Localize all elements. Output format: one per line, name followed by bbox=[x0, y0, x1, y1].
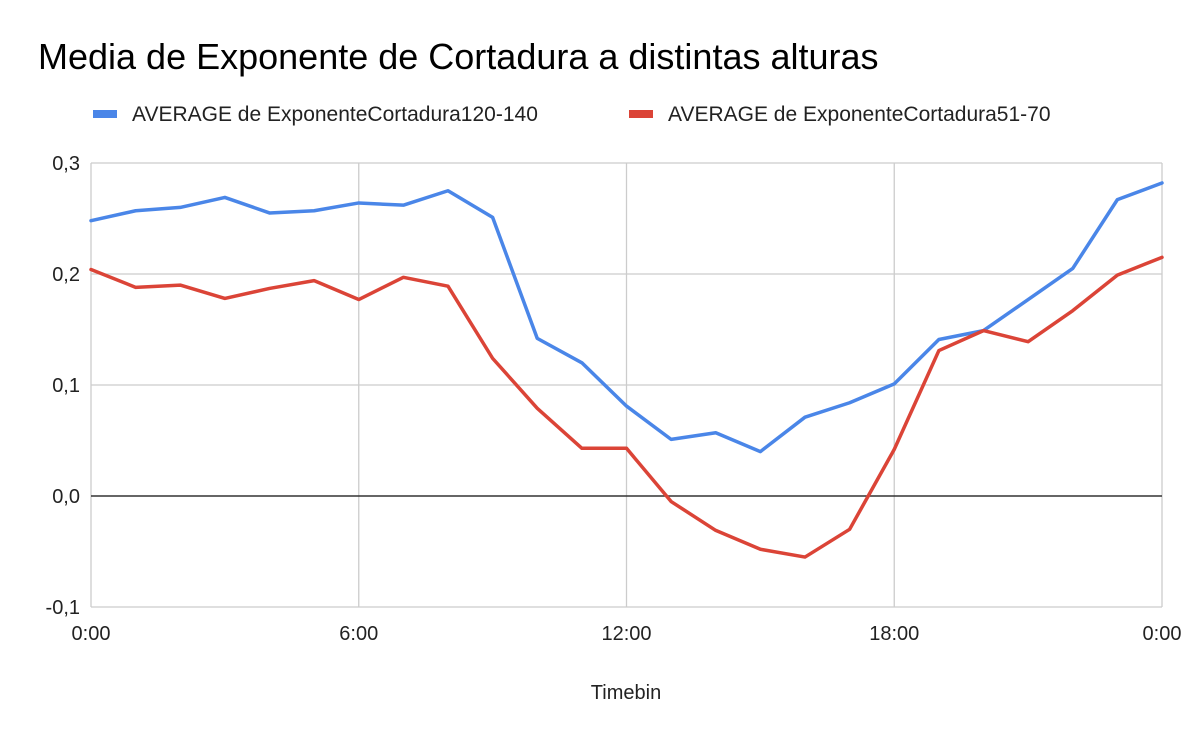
legend-item-0[interactable]: AVERAGE de ExponenteCortadura120-140 bbox=[93, 103, 538, 126]
data-point-s1-10 bbox=[534, 405, 540, 411]
x-tick-label-0: 0:00 bbox=[72, 623, 111, 645]
data-point-s0-1 bbox=[133, 208, 139, 214]
data-point-s1-15 bbox=[757, 546, 763, 552]
y-axis-tick-labels: -0,1 0,0 0,1 0,2 0,3 bbox=[46, 153, 80, 619]
legend-label-1: AVERAGE de ExponenteCortadura51-70 bbox=[668, 103, 1051, 126]
data-point-s0-2 bbox=[177, 204, 183, 210]
data-point-s0-24 bbox=[1159, 180, 1165, 186]
data-point-s1-23 bbox=[1114, 272, 1120, 278]
data-point-s1-9 bbox=[490, 355, 496, 361]
data-point-s1-24 bbox=[1159, 254, 1165, 260]
data-point-s0-16 bbox=[802, 414, 808, 420]
series-1 bbox=[88, 254, 1165, 560]
data-point-s1-14 bbox=[713, 527, 719, 533]
data-point-s0-17 bbox=[847, 400, 853, 406]
data-point-s1-22 bbox=[1070, 308, 1076, 314]
legend-swatch-0 bbox=[93, 110, 117, 118]
legend-item-1[interactable]: AVERAGE de ExponenteCortadura51-70 bbox=[629, 103, 1051, 126]
data-point-s1-8 bbox=[445, 283, 451, 289]
data-point-s0-7 bbox=[400, 202, 406, 208]
x-tick-label-2: 12:00 bbox=[601, 623, 651, 645]
x-axis-title: Timebin bbox=[591, 682, 661, 704]
x-tick-label-4: 0:00 bbox=[1143, 623, 1182, 645]
data-point-s1-4 bbox=[267, 285, 273, 291]
series-lines bbox=[88, 180, 1165, 560]
data-point-s1-7 bbox=[400, 274, 406, 280]
data-point-s0-12 bbox=[624, 403, 630, 409]
data-point-s1-17 bbox=[847, 526, 853, 532]
data-point-s1-21 bbox=[1025, 339, 1031, 345]
data-point-s1-6 bbox=[356, 297, 362, 303]
data-point-s1-3 bbox=[222, 295, 228, 301]
data-point-s1-13 bbox=[668, 499, 674, 505]
x-axis-tick-labels: 0:00 6:00 12:00 18:00 0:00 bbox=[72, 623, 1182, 645]
series-line-1 bbox=[89, 255, 1164, 559]
data-point-s0-11 bbox=[579, 360, 585, 366]
data-point-s1-5 bbox=[311, 278, 317, 284]
data-point-s1-11 bbox=[579, 445, 585, 451]
data-point-s1-18 bbox=[891, 446, 897, 452]
y-tick-label-1: 0,0 bbox=[52, 486, 80, 508]
data-point-s0-10 bbox=[534, 335, 540, 341]
y-tick-label-0: -0,1 bbox=[46, 597, 80, 619]
data-point-s1-0 bbox=[88, 267, 94, 273]
data-point-s0-22 bbox=[1070, 265, 1076, 271]
data-point-s0-9 bbox=[490, 214, 496, 220]
plot-gridlines bbox=[90, 162, 1163, 608]
y-tick-label-4: 0,3 bbox=[52, 153, 80, 175]
data-point-s0-0 bbox=[88, 218, 94, 224]
legend[interactable]: AVERAGE de ExponenteCortadura120-140 AVER… bbox=[93, 103, 1051, 126]
legend-label-0: AVERAGE de ExponenteCortadura120-140 bbox=[132, 103, 538, 126]
data-point-s0-8 bbox=[445, 188, 451, 194]
data-point-s0-3 bbox=[222, 194, 228, 200]
data-point-s0-15 bbox=[757, 449, 763, 455]
chart-title: Media de Exponente de Cortadura a distin… bbox=[38, 36, 879, 77]
data-point-s1-12 bbox=[624, 445, 630, 451]
data-point-s0-18 bbox=[891, 381, 897, 387]
data-point-s0-23 bbox=[1114, 197, 1120, 203]
data-point-s0-4 bbox=[267, 210, 273, 216]
data-point-s1-20 bbox=[981, 328, 987, 334]
y-tick-label-2: 0,1 bbox=[52, 375, 80, 397]
legend-swatch-1 bbox=[629, 110, 653, 118]
x-tick-label-1: 6:00 bbox=[339, 623, 378, 645]
x-tick-label-3: 18:00 bbox=[869, 623, 919, 645]
data-point-s1-19 bbox=[936, 348, 942, 354]
data-point-s0-6 bbox=[356, 200, 362, 206]
data-point-s1-2 bbox=[177, 282, 183, 288]
data-point-s0-21 bbox=[1025, 297, 1031, 303]
data-point-s0-19 bbox=[936, 336, 942, 342]
data-point-s0-13 bbox=[668, 436, 674, 442]
data-point-s1-1 bbox=[133, 284, 139, 290]
data-point-s0-5 bbox=[311, 208, 317, 214]
y-tick-label-3: 0,2 bbox=[52, 264, 80, 286]
data-point-s1-16 bbox=[802, 554, 808, 560]
data-point-s0-14 bbox=[713, 430, 719, 436]
